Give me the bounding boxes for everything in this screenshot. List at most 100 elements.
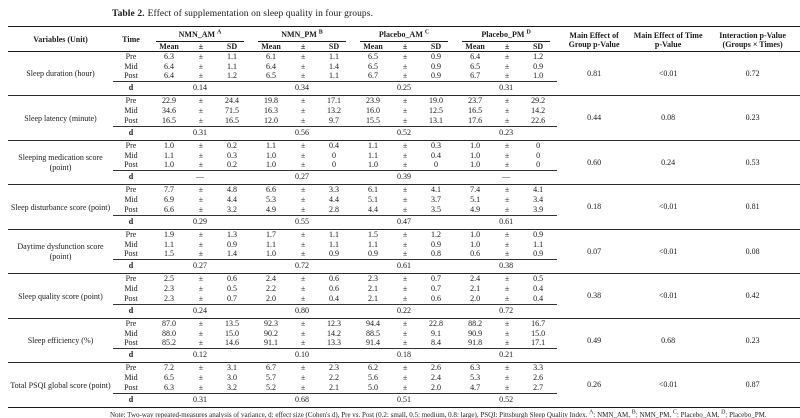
plus-minus-symbol: ±: [402, 293, 408, 303]
plus-minus-symbol: ±: [402, 61, 408, 71]
sd-value: 1.3: [227, 229, 237, 239]
time-label: Mid: [124, 106, 138, 116]
sd-value: 1.4: [329, 61, 340, 71]
effect-size-value: 0.27: [149, 259, 252, 274]
sd-value: 22.6: [531, 115, 546, 125]
plus-minus-symbol: ±: [198, 363, 204, 373]
variable-name: Sleeping medication score (point): [18, 153, 103, 172]
table-caption: Table 2. Effect of supplementation on sle…: [8, 9, 792, 19]
plus-minus-symbol: ±: [402, 382, 408, 392]
mean-value: 91.4: [366, 338, 381, 348]
mean-value: 87.0: [162, 318, 176, 328]
sd-value: 0.4: [329, 140, 340, 150]
p-group-value: 0.44: [587, 113, 602, 123]
time-label: Pre: [125, 185, 137, 195]
variable-block: Sleep duration (hour) Pre 6.3 ±1.1 6.1 ±1.1 6.…: [8, 51, 800, 96]
mean-value: 90.2: [264, 328, 279, 338]
mean-value: 91.8: [468, 338, 483, 348]
note-superscript: C: [672, 409, 677, 416]
mean-value: 2.1: [470, 284, 481, 294]
effect-size-value: 0.25: [353, 81, 456, 96]
plus-minus-symbol: ±: [300, 239, 306, 249]
plus-minus-symbol: ±: [504, 61, 510, 71]
group-name-text: NMN_PM: [281, 30, 317, 39]
time-label: Pre: [125, 96, 137, 106]
p-group-value: 0.81: [587, 68, 602, 78]
sd-value: 0.9: [329, 249, 340, 259]
mean-value: 6.5: [470, 61, 481, 71]
sd-value: 4.1: [533, 185, 544, 195]
effect-size-value: 0.23: [455, 125, 558, 141]
group-superscript: B: [318, 29, 323, 36]
col-header-plus-minus: ±: [300, 41, 306, 51]
sd-value: 22.8: [429, 318, 444, 328]
plus-minus-symbol: ±: [300, 96, 306, 106]
mean-value: 85.2: [162, 338, 176, 348]
p-group-value: 0.38: [587, 291, 602, 301]
variable-name: Sleep efficiency (%): [27, 336, 94, 346]
note-text: Note: Two-way repeated-measures analysis…: [110, 410, 590, 418]
sd-value: 0: [332, 150, 337, 160]
mean-value: 6.7: [266, 363, 277, 373]
effect-size-label: d: [113, 170, 149, 185]
time-label: Mid: [124, 284, 138, 294]
effect-size-value: 0.68: [251, 392, 354, 408]
mean-value: 16.0: [366, 106, 381, 116]
plus-minus-symbol: ±: [402, 284, 408, 294]
plus-minus-symbol: ±: [504, 284, 510, 294]
variable-name: Sleep duration (hour): [26, 69, 95, 79]
mean-value: 6.5: [368, 61, 379, 71]
table-caption-text: Effect of supplementation on sleep quali…: [147, 9, 374, 19]
sd-value: 13.1: [429, 115, 444, 125]
plus-minus-symbol: ±: [504, 51, 510, 61]
plus-minus-symbol: ±: [504, 274, 510, 284]
plus-minus-symbol: ±: [300, 140, 306, 150]
sd-value: 13.2: [327, 106, 342, 116]
p-group-value: 0.07: [587, 246, 602, 256]
sd-value: 2.8: [329, 204, 340, 214]
plus-minus-symbol: ±: [300, 150, 306, 160]
mean-value: 17.6: [468, 115, 483, 125]
sd-value: 0.9: [533, 249, 544, 259]
plus-minus-symbol: ±: [300, 115, 306, 125]
plus-minus-symbol: ±: [300, 204, 306, 214]
plus-minus-symbol: ±: [402, 150, 408, 160]
p-interaction-value: 0.23: [745, 335, 760, 345]
effect-size-value: 0.52: [353, 125, 456, 141]
mean-value: 1.9: [164, 229, 174, 239]
plus-minus-symbol: ±: [504, 373, 510, 383]
sd-value: 16.7: [531, 318, 546, 328]
sd-value: 0.4: [431, 150, 442, 160]
mean-value: 94.4: [366, 318, 381, 328]
mean-value: 91.1: [264, 338, 279, 348]
col-header-sd: SD: [532, 41, 544, 51]
time-label: Pre: [125, 274, 137, 284]
results-table: Variables (Unit) Time NMN_AM A NMN_PM B Plac…: [8, 26, 800, 408]
time-label: Mid: [124, 373, 138, 383]
mean-value: 1.0: [266, 150, 277, 160]
mean-value: 90.9: [468, 328, 483, 338]
plus-minus-symbol: ±: [402, 318, 408, 328]
sd-value: 0.9: [431, 239, 442, 249]
sd-value: 13.5: [225, 318, 239, 328]
sd-value: 1.1: [329, 71, 340, 81]
mean-value: 5.2: [266, 382, 277, 392]
sd-value: 15.0: [225, 328, 239, 338]
plus-minus-symbol: ±: [504, 318, 510, 328]
mean-value: 1.0: [470, 229, 481, 239]
sd-value: 2.2: [329, 373, 340, 383]
mean-value: 4.4: [368, 204, 379, 214]
plus-minus-symbol: ±: [402, 51, 408, 61]
p-interaction-value: 0.72: [745, 68, 760, 78]
mean-value: 88.2: [468, 318, 483, 328]
p-time-value: <0.01: [658, 246, 678, 256]
sd-value: 24.4: [225, 96, 239, 106]
mean-value: 6.7: [368, 71, 379, 81]
mean-value: 2.1: [368, 284, 379, 294]
col-header-sd: SD: [430, 41, 442, 51]
p-interaction-value: 0.53: [745, 157, 760, 167]
mean-value: 6.6: [266, 185, 277, 195]
sd-value: 0.7: [431, 284, 442, 294]
sd-value: 1.1: [227, 51, 237, 61]
plus-minus-symbol: ±: [504, 249, 510, 259]
